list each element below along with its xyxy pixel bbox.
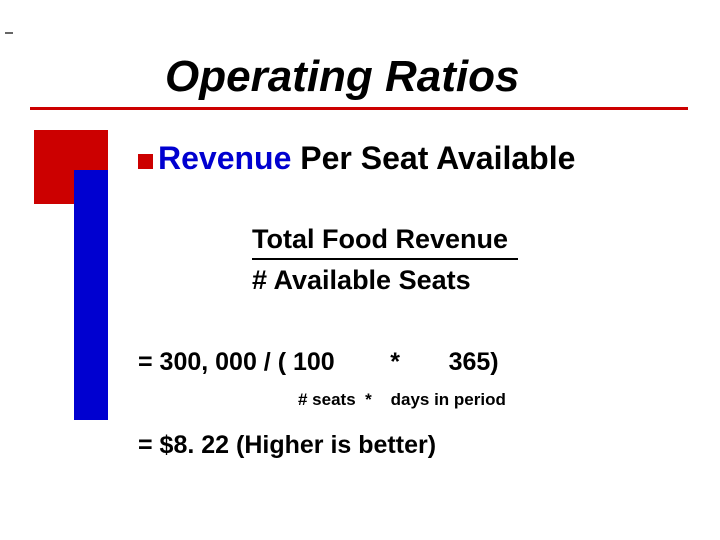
fraction-denominator: # Available Seats xyxy=(252,265,518,296)
bullet-highlight: Revenue xyxy=(158,140,291,176)
bullet-rest: Per Seat Available xyxy=(291,140,575,176)
ratio-fraction: Total Food Revenue # Available Seats xyxy=(252,224,518,296)
equation-line: = 300, 000 / ( 100 * 365) xyxy=(138,348,499,377)
blue-bar-decor xyxy=(74,170,108,420)
fraction-numerator: Total Food Revenue xyxy=(252,224,518,255)
result-line: = $8. 22 (Higher is better) xyxy=(138,431,436,460)
decorative-dash xyxy=(5,32,13,34)
bullet-square-icon xyxy=(138,154,153,169)
title-underline xyxy=(30,107,688,110)
bullet-line: Revenue Per Seat Available xyxy=(158,140,575,177)
fraction-bar xyxy=(252,258,518,260)
equation-sublabel: # seats * days in period xyxy=(298,390,506,410)
slide-title: Operating Ratios xyxy=(165,52,520,102)
slide: Operating Ratios Revenue Per Seat Availa… xyxy=(0,0,720,540)
